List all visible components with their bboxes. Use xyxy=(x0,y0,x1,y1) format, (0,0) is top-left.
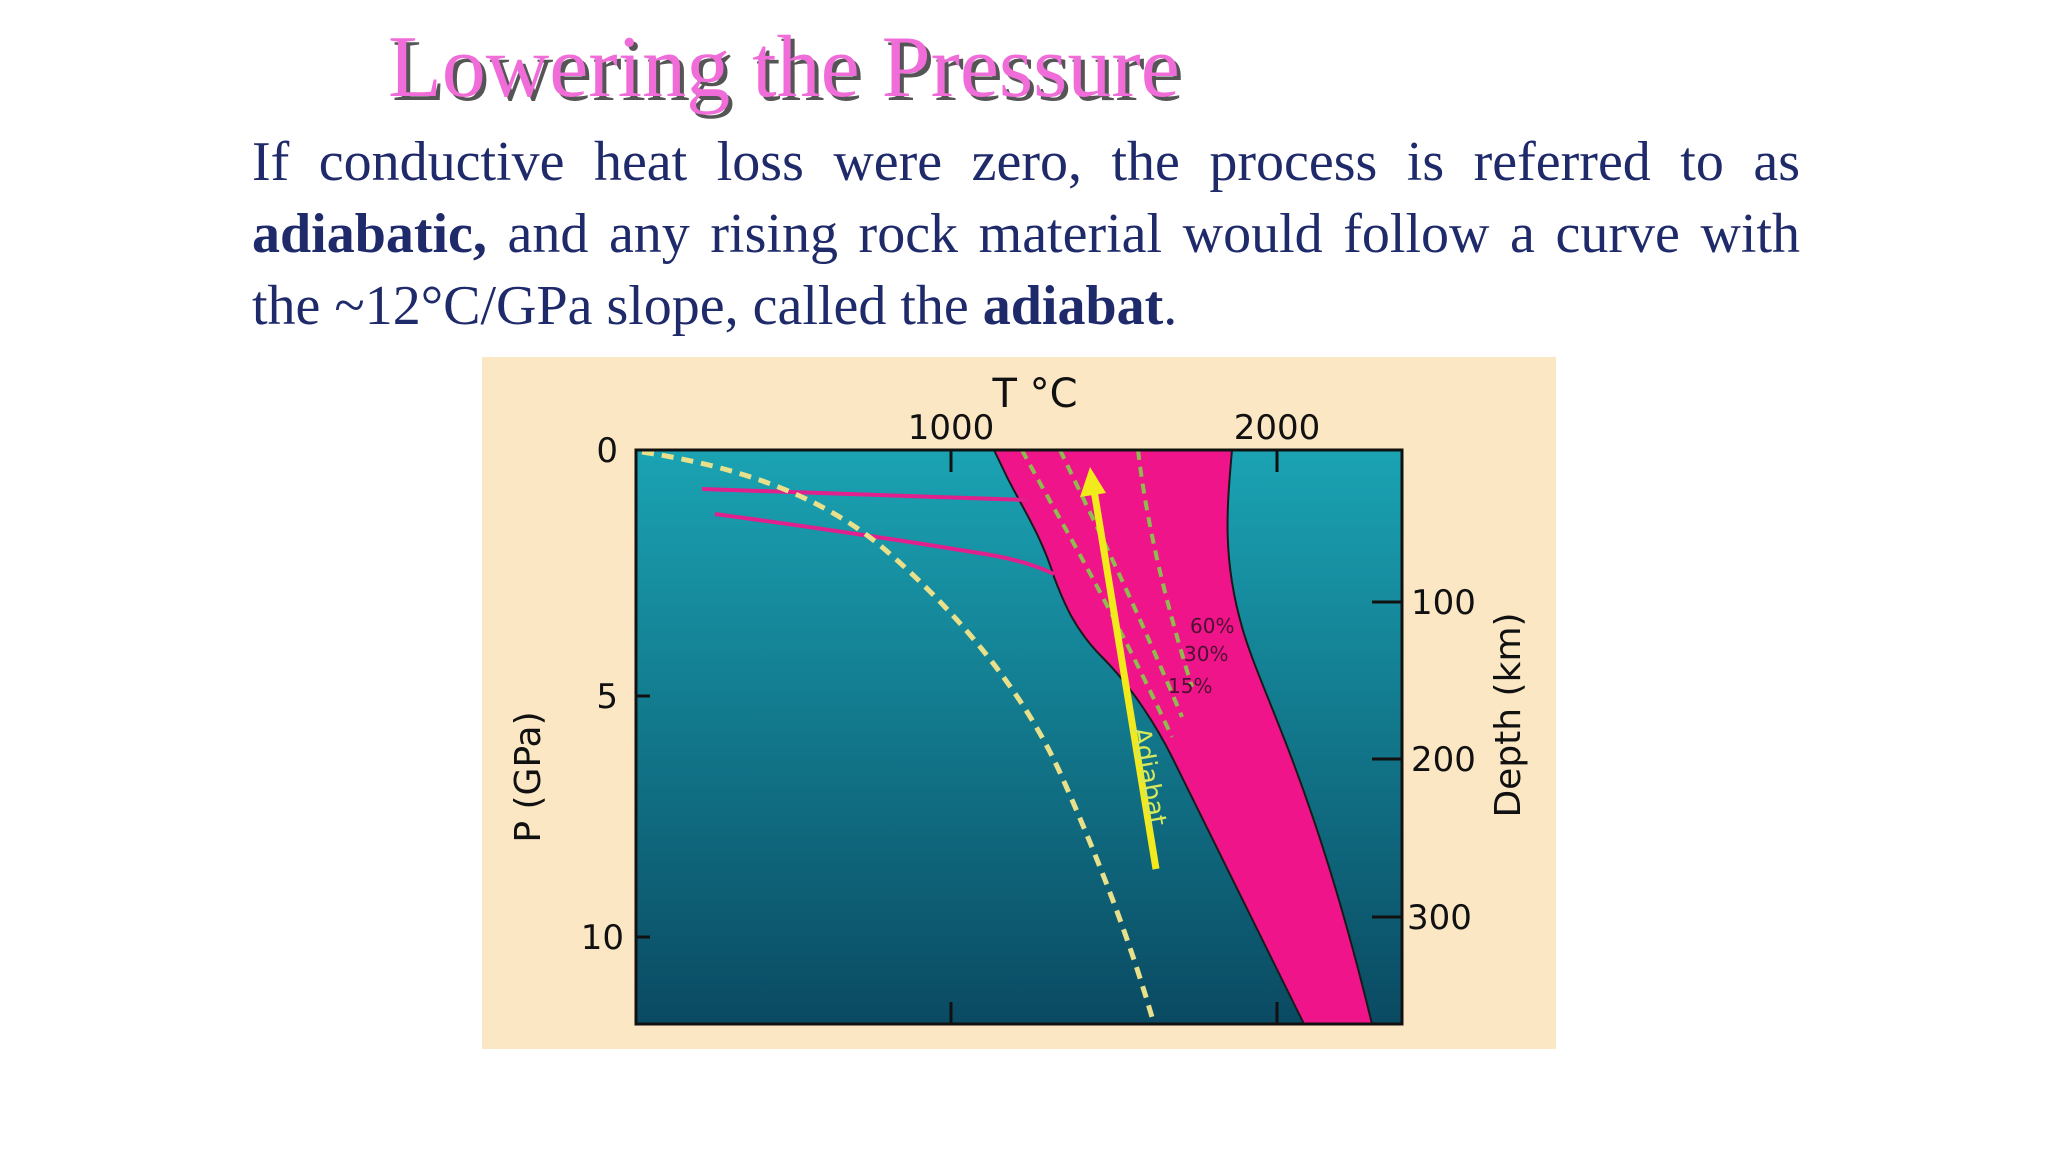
pink-line-lower xyxy=(714,512,1055,576)
pt-diagram: Adiabat 60% 30% 15% T °C 1000 2000 0 5 1… xyxy=(482,357,1556,1049)
term-adiabatic: adiabatic, xyxy=(252,203,487,265)
adiabat-arrow xyxy=(1090,489,1160,870)
body-paragraph: If conductive heat loss were zero, the p… xyxy=(252,126,1800,342)
right-tick-label-100: 100 xyxy=(1411,583,1476,623)
body-text-part-1: If conductive heat loss were zero, the p… xyxy=(252,131,1800,193)
top-tick-label-1000: 1000 xyxy=(908,408,995,448)
melt-label-60: 60% xyxy=(1190,614,1234,638)
melt-label-15: 15% xyxy=(1168,674,1212,698)
plot-border xyxy=(634,448,1404,1026)
top-axis-title: T °C xyxy=(991,371,1077,417)
pink-line-upper xyxy=(701,487,1028,502)
adiabat-arrowhead xyxy=(1080,467,1106,497)
right-tick-label-200: 200 xyxy=(1411,740,1476,780)
left-tick-label-5: 5 xyxy=(596,677,618,717)
melt-isopleth-15 xyxy=(1020,449,1174,738)
geotherm-dashed-curve xyxy=(641,449,1157,1025)
top-tick-label-2000: 2000 xyxy=(1234,408,1321,448)
pt-diagram-figure: Adiabat 60% 30% 15% T °C 1000 2000 0 5 1… xyxy=(482,357,1556,1049)
right-tick-label-300: 300 xyxy=(1407,898,1472,938)
left-tick-label-10: 10 xyxy=(581,918,624,958)
right-axis-title: Depth (km) xyxy=(1488,612,1529,817)
liquidus-curve xyxy=(1226,449,1373,1025)
slide-title: Lowering the Pressure xyxy=(388,19,1180,116)
term-adiabat: adiabat xyxy=(982,275,1164,337)
partial-melt-region xyxy=(994,450,1372,1024)
body-text-part-2: and any rising rock material would follo… xyxy=(252,203,1800,337)
melt-isopleth-30 xyxy=(1058,449,1184,718)
left-tick-label-0: 0 xyxy=(596,431,618,471)
melt-label-30: 30% xyxy=(1184,642,1228,666)
left-axis-title: P (GPa) xyxy=(508,711,549,842)
melt-isopleth-60 xyxy=(1136,449,1194,688)
body-text-part-3: . xyxy=(1163,275,1178,337)
